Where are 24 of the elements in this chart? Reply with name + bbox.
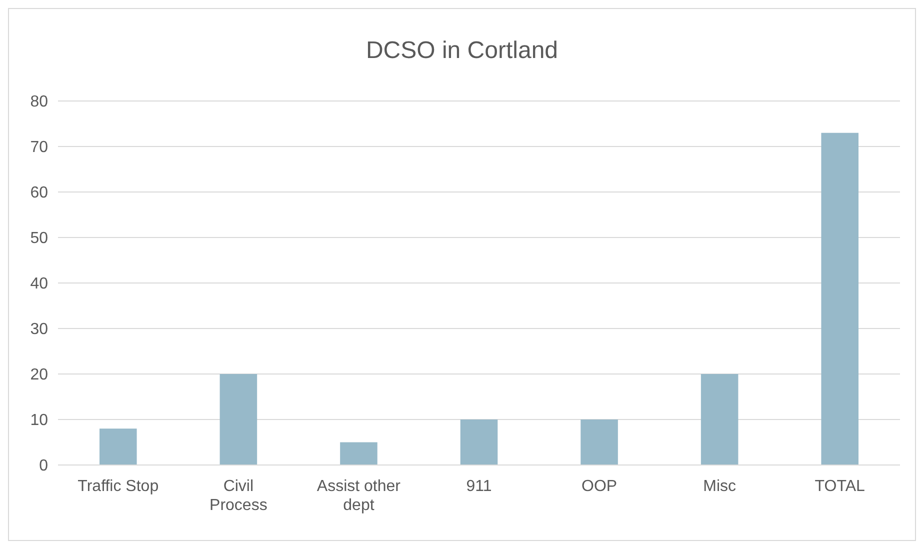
y-tick-label: 0 — [39, 458, 48, 475]
x-tick-label: 911 — [466, 478, 492, 495]
bar — [340, 442, 378, 465]
x-tick-label: Civil Process — [210, 478, 268, 514]
y-tick-label: 80 — [30, 94, 48, 111]
y-tick-label: 40 — [30, 276, 48, 293]
bar — [220, 374, 258, 465]
x-tick-label: Traffic Stop — [78, 478, 159, 495]
y-tick-label: 20 — [30, 366, 48, 384]
x-tick-label: TOTAL — [814, 478, 865, 495]
chart-title: DCSO in Cortland — [366, 37, 558, 64]
x-tick-label: Assist other dept — [316, 478, 402, 514]
bar — [700, 374, 738, 465]
y-tick-label: 30 — [30, 321, 48, 338]
y-tick-label: 10 — [30, 412, 48, 430]
x-tick-label: OOP — [582, 478, 618, 495]
bar — [821, 132, 858, 465]
x-tick-label: Misc — [703, 478, 736, 495]
y-tick-label: 50 — [30, 230, 48, 248]
bar — [460, 420, 498, 465]
y-tick-label: 60 — [30, 184, 48, 202]
bar — [580, 420, 618, 465]
y-tick-label: 70 — [30, 139, 48, 156]
bar — [100, 428, 137, 465]
